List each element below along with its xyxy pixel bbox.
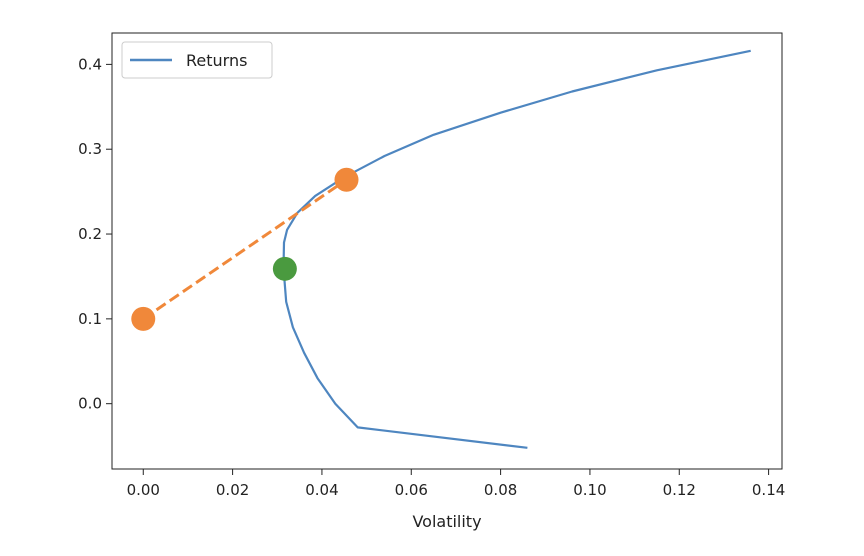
min-variance-point: [272, 256, 297, 281]
capital-market-line: [142, 178, 348, 321]
y-tick-label: 0.4: [78, 55, 102, 73]
plot-lines: [142, 49, 751, 449]
x-tick-label: 0.08: [484, 481, 517, 499]
y-tick-label: 0.2: [78, 225, 102, 243]
legend-label-returns: Returns: [186, 51, 247, 70]
returns-line: [282, 49, 751, 449]
y-tick-label: 0.1: [78, 310, 102, 328]
plot-frame: [111, 32, 783, 470]
x-tick-label: 0.12: [663, 481, 696, 499]
x-tick-label: 0.10: [573, 481, 606, 499]
risk-free-point: [131, 306, 156, 331]
y-tick-label: 0.0: [78, 395, 102, 413]
x-axis-label: Volatility: [412, 512, 481, 531]
axis-ticks: 0.00 0.02 0.04 0.06 0.08 0.10 0.12 0.14 0.0 0.1 0.…: [78, 55, 785, 499]
x-tick-label: 0.02: [216, 481, 249, 499]
x-tick-label: 0.06: [395, 481, 428, 499]
y-tick-label: 0.3: [78, 140, 102, 158]
x-tick-label: 0.00: [127, 481, 160, 499]
tangency-portfolio-point: [334, 167, 359, 192]
x-tick-label: 0.04: [305, 481, 338, 499]
x-tick-label: 0.14: [752, 481, 785, 499]
legend-box: [121, 41, 273, 79]
plot-points: [131, 167, 359, 331]
legend: Returns: [121, 41, 273, 79]
